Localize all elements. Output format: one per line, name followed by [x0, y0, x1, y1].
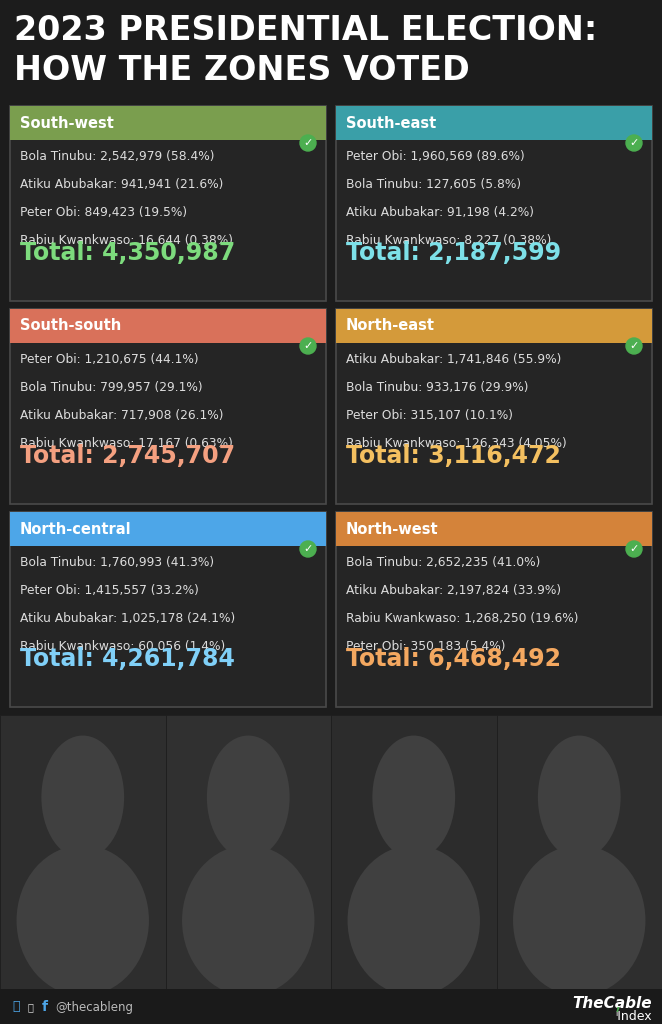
Bar — [10, 309, 326, 343]
Bar — [331, 715, 496, 989]
Text: ✓: ✓ — [303, 341, 312, 351]
Bar — [336, 512, 652, 546]
Bar — [10, 512, 326, 546]
Text: Rabiu Kwankwaso: 16,644 (0.38%): Rabiu Kwankwaso: 16,644 (0.38%) — [20, 234, 233, 247]
Text: South-west: South-west — [20, 116, 114, 130]
Text: ✓: ✓ — [630, 138, 639, 148]
Text: Rabiu Kwankwaso: 126,343 (4.05%): Rabiu Kwankwaso: 126,343 (4.05%) — [346, 437, 567, 450]
Text: Total: 4,261,784: Total: 4,261,784 — [20, 647, 235, 671]
Text: HOW THE ZONES VOTED: HOW THE ZONES VOTED — [14, 54, 470, 87]
Text: Bola Tinubu: 799,957 (29.1%): Bola Tinubu: 799,957 (29.1%) — [20, 381, 203, 394]
Bar — [336, 106, 652, 140]
Text: Bola Tinubu: 127,605 (5.8%): Bola Tinubu: 127,605 (5.8%) — [346, 178, 521, 191]
Text: Atiku Abubakar: 1,741,846 (55.9%): Atiku Abubakar: 1,741,846 (55.9%) — [346, 353, 561, 366]
Text: North-central: North-central — [20, 521, 132, 537]
Text: Atiku Abubakar: 1,025,178 (24.1%): Atiku Abubakar: 1,025,178 (24.1%) — [20, 612, 235, 625]
Circle shape — [626, 338, 642, 354]
Text: Bola Tinubu: 2,652,235 (41.0%): Bola Tinubu: 2,652,235 (41.0%) — [346, 556, 540, 569]
Text: Bola Tinubu: 933,176 (29.9%): Bola Tinubu: 933,176 (29.9%) — [346, 381, 528, 394]
Text: ✓: ✓ — [630, 341, 639, 351]
Ellipse shape — [182, 845, 314, 996]
Bar — [0, 989, 662, 1024]
Text: North-east: North-east — [346, 318, 435, 334]
Text: @thecableng: @thecableng — [55, 1000, 133, 1014]
Text: Rabiu Kwankwaso: 60,056 (1.4%): Rabiu Kwankwaso: 60,056 (1.4%) — [20, 640, 225, 653]
Text: ,: , — [615, 994, 621, 1014]
Text: Peter Obi: 350,183 (5.4%): Peter Obi: 350,183 (5.4%) — [346, 640, 506, 653]
Bar — [336, 309, 652, 343]
Bar — [336, 512, 652, 707]
Text: Bola Tinubu: 1,760,993 (41.3%): Bola Tinubu: 1,760,993 (41.3%) — [20, 556, 214, 569]
Ellipse shape — [513, 845, 645, 996]
Ellipse shape — [17, 845, 149, 996]
Circle shape — [300, 135, 316, 151]
Text: Total: 2,187,599: Total: 2,187,599 — [346, 241, 561, 265]
Text: Total: 2,745,707: Total: 2,745,707 — [20, 444, 235, 468]
Bar — [10, 512, 326, 707]
Bar — [336, 309, 652, 504]
Ellipse shape — [207, 735, 290, 859]
Text: TheCable: TheCable — [573, 996, 652, 1012]
Text: Bola Tinubu: 2,542,979 (58.4%): Bola Tinubu: 2,542,979 (58.4%) — [20, 150, 214, 163]
Bar — [10, 106, 326, 140]
Text: Peter Obi: 1,960,569 (89.6%): Peter Obi: 1,960,569 (89.6%) — [346, 150, 525, 163]
Text: Peter Obi: 1,415,557 (33.2%): Peter Obi: 1,415,557 (33.2%) — [20, 584, 199, 597]
Text: Rabiu Kwankwaso: 8,227 (0.38%): Rabiu Kwankwaso: 8,227 (0.38%) — [346, 234, 551, 247]
Text: Total: 3,116,472: Total: 3,116,472 — [346, 444, 561, 468]
Bar — [0, 715, 166, 989]
Text: ✓: ✓ — [630, 544, 639, 554]
Bar — [0, 715, 662, 989]
Text: ⁱIndex: ⁱIndex — [616, 1010, 652, 1023]
Text: Peter Obi: 1,210,675 (44.1%): Peter Obi: 1,210,675 (44.1%) — [20, 353, 199, 366]
Text: Peter Obi: 849,423 (19.5%): Peter Obi: 849,423 (19.5%) — [20, 206, 187, 219]
Circle shape — [300, 338, 316, 354]
Text: ✓: ✓ — [303, 138, 312, 148]
Text: 2023 PRESIDENTIAL ELECTION:: 2023 PRESIDENTIAL ELECTION: — [14, 14, 597, 47]
Text: South-east: South-east — [346, 116, 436, 130]
Circle shape — [626, 541, 642, 557]
Text: Atiku Abubakar: 941,941 (21.6%): Atiku Abubakar: 941,941 (21.6%) — [20, 178, 223, 191]
Text: Rabiu Kwankwaso: 1,268,250 (19.6%): Rabiu Kwankwaso: 1,268,250 (19.6%) — [346, 612, 579, 625]
Ellipse shape — [41, 735, 124, 859]
Text: Rabiu Kwankwaso: 17,167 (0.63%): Rabiu Kwankwaso: 17,167 (0.63%) — [20, 437, 233, 450]
Bar — [496, 715, 662, 989]
Bar — [10, 106, 326, 301]
Bar — [166, 715, 331, 989]
Text: Atiku Abubakar: 91,198 (4.2%): Atiku Abubakar: 91,198 (4.2%) — [346, 206, 534, 219]
Text: Atiku Abubakar: 2,197,824 (33.9%): Atiku Abubakar: 2,197,824 (33.9%) — [346, 584, 561, 597]
Text: Peter Obi: 315,107 (10.1%): Peter Obi: 315,107 (10.1%) — [346, 409, 513, 422]
Ellipse shape — [372, 735, 455, 859]
Text: ⬜: ⬜ — [28, 1002, 34, 1012]
Text: Total: 6,468,492: Total: 6,468,492 — [346, 647, 561, 671]
Text: South-south: South-south — [20, 318, 121, 334]
Text: North-west: North-west — [346, 521, 439, 537]
Bar — [10, 309, 326, 504]
Text: 🐦: 🐦 — [12, 1000, 19, 1014]
Circle shape — [300, 541, 316, 557]
Text: f: f — [42, 1000, 48, 1014]
Text: Atiku Abubakar: 717,908 (26.1%): Atiku Abubakar: 717,908 (26.1%) — [20, 409, 224, 422]
Bar — [336, 106, 652, 301]
Ellipse shape — [538, 735, 621, 859]
Text: Total: 4,350,987: Total: 4,350,987 — [20, 241, 235, 265]
Ellipse shape — [348, 845, 480, 996]
Text: ✓: ✓ — [303, 544, 312, 554]
Circle shape — [626, 135, 642, 151]
